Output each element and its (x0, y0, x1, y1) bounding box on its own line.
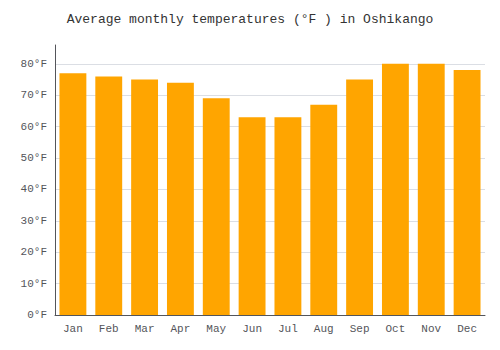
svg-text:70°F: 70°F (21, 89, 47, 101)
svg-text:30°F: 30°F (21, 215, 47, 227)
svg-text:Jan: Jan (63, 323, 83, 335)
svg-text:Feb: Feb (99, 323, 119, 335)
svg-text:60°F: 60°F (21, 121, 47, 133)
svg-text:Nov: Nov (421, 323, 441, 335)
svg-text:Mar: Mar (135, 323, 155, 335)
svg-text:May: May (206, 323, 226, 335)
svg-text:20°F: 20°F (21, 246, 47, 258)
svg-text:Average monthly temperatures (: Average monthly temperatures (°F ) in Os… (67, 12, 434, 27)
svg-text:50°F: 50°F (21, 152, 47, 164)
svg-text:Sep: Sep (350, 323, 370, 335)
svg-text:Apr: Apr (171, 323, 191, 335)
svg-text:10°F: 10°F (21, 278, 47, 290)
svg-text:40°F: 40°F (21, 183, 47, 195)
svg-text:80°F: 80°F (21, 58, 47, 70)
svg-text:Oct: Oct (386, 323, 406, 335)
svg-text:Aug: Aug (314, 323, 334, 335)
svg-text:Jun: Jun (242, 323, 262, 335)
svg-text:Jul: Jul (278, 323, 298, 335)
svg-text:Dec: Dec (457, 323, 477, 335)
svg-text:0°F: 0°F (27, 309, 47, 321)
